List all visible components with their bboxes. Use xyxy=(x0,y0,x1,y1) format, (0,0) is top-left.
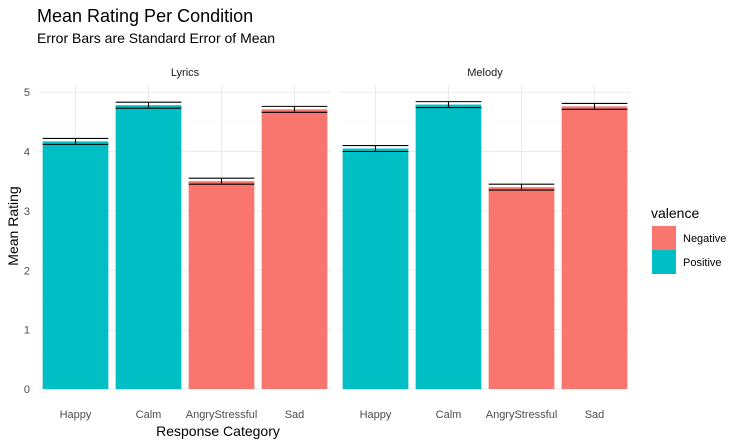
facet-label: Melody xyxy=(467,67,503,79)
y-axis-title: Mean Rating xyxy=(5,186,21,265)
error-bar xyxy=(115,101,182,109)
x-tick-label: Sad xyxy=(585,409,605,421)
error-bar xyxy=(342,145,409,153)
x-tick-label: Calm xyxy=(136,409,162,421)
x-tick-label: Happy xyxy=(360,409,392,421)
x-axis-title: Response Category xyxy=(156,423,280,439)
legend-swatch xyxy=(652,250,676,274)
y-tick-label: 0 xyxy=(24,384,30,396)
y-axis: 0 1 2 3 4 5 xyxy=(24,87,30,396)
legend-label: Negative xyxy=(683,233,726,245)
panel-melody: Melody Happy Calm AngryStressful Sad xyxy=(339,67,631,421)
error-bar xyxy=(561,102,628,110)
error-bar xyxy=(488,183,555,191)
x-tick-label: AngryStressful xyxy=(186,409,258,421)
legend-label: Positive xyxy=(683,257,722,269)
bar xyxy=(261,109,328,389)
y-tick-label: 3 xyxy=(24,206,30,218)
chart-subtitle: Error Bars are Standard Error of Mean xyxy=(37,30,275,46)
x-tick-label: Sad xyxy=(285,409,305,421)
x-tick-label: AngryStressful xyxy=(486,409,558,421)
y-tick-label: 2 xyxy=(24,265,30,277)
bar xyxy=(188,181,255,389)
bar xyxy=(561,106,628,389)
bar xyxy=(42,141,109,389)
x-tick-label: Calm xyxy=(436,409,462,421)
chart-title: Mean Rating Per Condition xyxy=(37,6,253,26)
y-tick-label: 5 xyxy=(24,87,30,99)
legend-swatch xyxy=(652,226,676,250)
bar xyxy=(415,104,482,389)
legend: valence Negative Positive xyxy=(651,205,726,274)
facet-panels: Lyrics Happy Calm AngryStressful Sad Melody Ha… xyxy=(39,67,631,421)
legend-title: valence xyxy=(651,205,699,221)
error-bar xyxy=(261,105,328,113)
bar xyxy=(342,148,409,389)
error-bar xyxy=(415,101,482,109)
bar xyxy=(115,105,182,389)
error-bar xyxy=(42,137,109,145)
error-bar xyxy=(188,177,255,185)
facet-label: Lyrics xyxy=(171,67,200,79)
y-tick-label: 1 xyxy=(24,325,30,337)
y-tick-label: 4 xyxy=(24,147,30,159)
panel-lyrics: Lyrics Happy Calm AngryStressful Sad xyxy=(39,67,331,421)
bar xyxy=(488,187,555,389)
x-tick-label: Happy xyxy=(60,409,92,421)
